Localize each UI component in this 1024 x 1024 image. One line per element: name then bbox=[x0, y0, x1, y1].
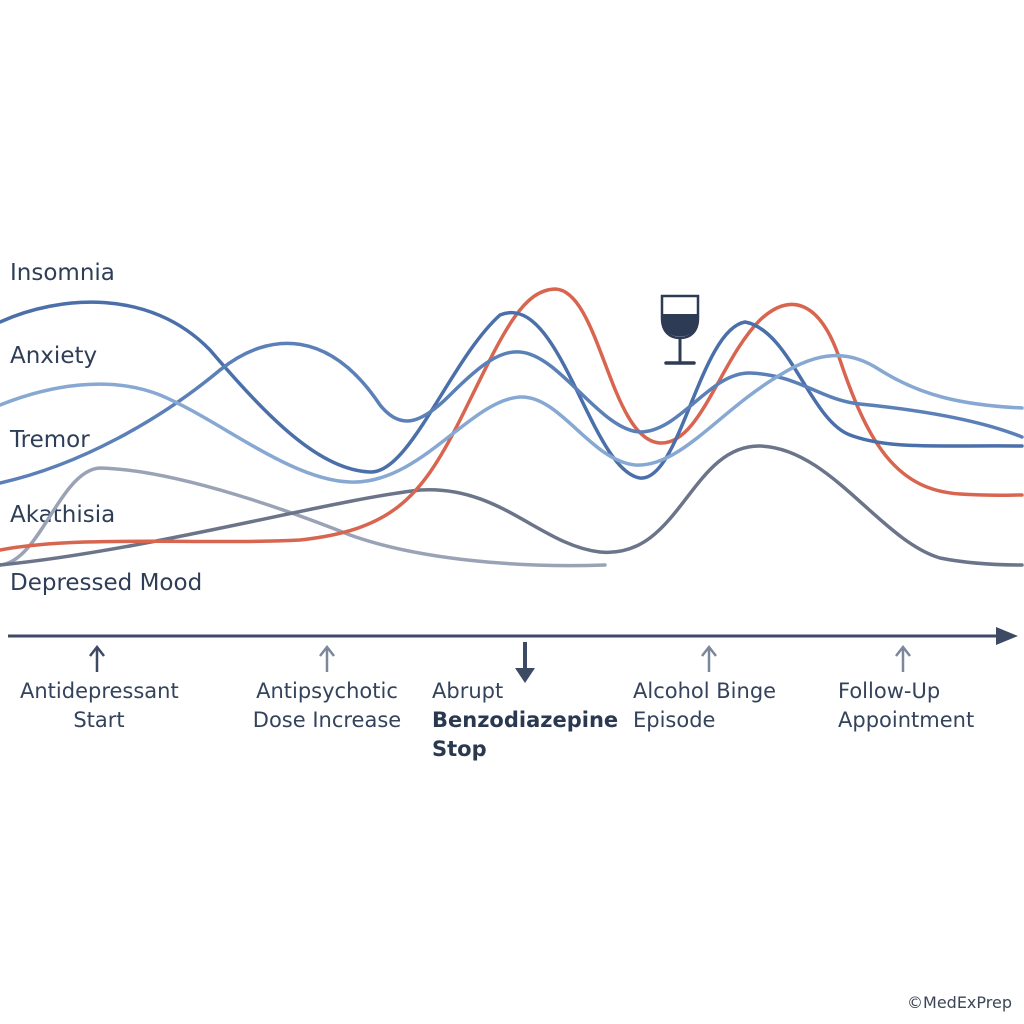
curve-slate bbox=[0, 444, 1024, 567]
symptom-label-tremor: Tremor bbox=[10, 427, 90, 453]
event-label-follow-up-appointment: Follow-Up Appointment bbox=[838, 679, 975, 732]
symptom-label-akathisia: Akathisia bbox=[10, 502, 116, 528]
curve-blue-dark bbox=[0, 300, 1024, 480]
arrow-down-icon bbox=[515, 642, 535, 683]
symptom-label-anxiety: Anxiety bbox=[10, 343, 98, 369]
symptom-label-depressed-mood: Depressed Mood bbox=[10, 570, 203, 596]
event-label-antidepressant-start: Antidepressant Start bbox=[20, 679, 179, 732]
curve-blue-mid bbox=[0, 341, 1024, 485]
curve-red bbox=[0, 287, 1024, 552]
arrowhead-right-icon bbox=[996, 627, 1018, 645]
curve-light-gray bbox=[0, 466, 607, 568]
event-label-antipsychotic-dose-increase: Antipsychotic Dose Increase bbox=[252, 679, 402, 732]
wine-glass-icon bbox=[660, 294, 700, 365]
watermark: ©MedExPrep bbox=[907, 993, 1012, 1012]
event-label-alcohol-binge-episode: Alcohol Binge Episode bbox=[633, 679, 777, 732]
arrow-up-icon bbox=[319, 644, 335, 672]
event-label-abrupt-benzodiazepine-stop: Abrupt Benzodiazepine Stop bbox=[432, 679, 619, 761]
curve-blue-light bbox=[0, 353, 1024, 484]
arrow-up-icon bbox=[89, 644, 105, 672]
arrow-up-icon bbox=[895, 644, 911, 672]
arrow-up-icon bbox=[701, 644, 717, 672]
symptom-label-insomnia: Insomnia bbox=[10, 260, 115, 286]
